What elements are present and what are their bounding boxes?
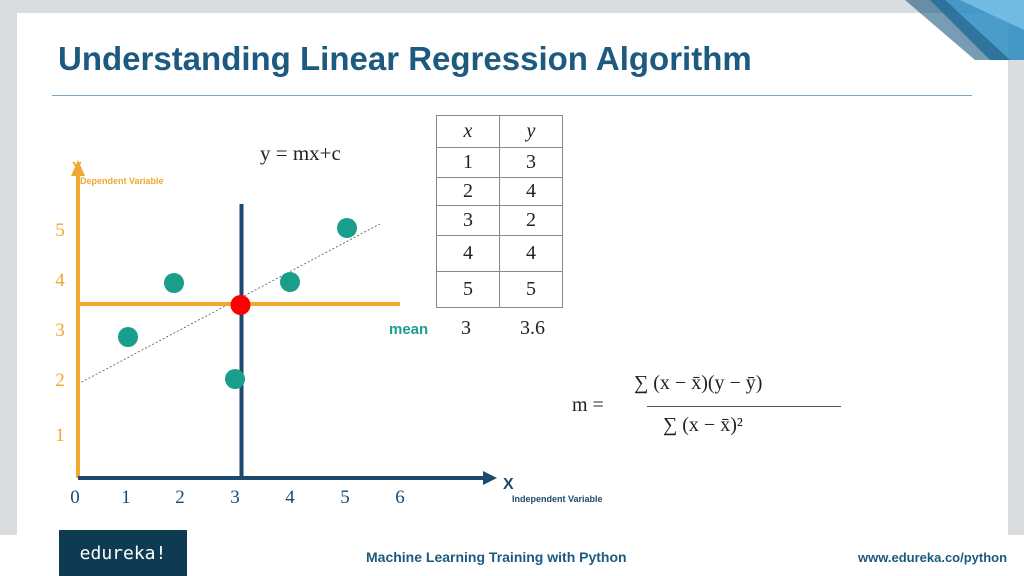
slide-title: Understanding Linear Regression Algorith… xyxy=(58,40,752,77)
table-cell: 4 xyxy=(499,235,563,272)
x-tick-label: 3 xyxy=(230,487,240,508)
y-tick-label: 1 xyxy=(55,425,65,446)
table-cell: 5 xyxy=(499,271,563,308)
corner-decoration xyxy=(905,0,1024,60)
data-table: x y 1 3 2 4 3 2 4 4 5 5 xyxy=(436,115,563,308)
y-axis-sublabel: Dependent Variable xyxy=(80,176,164,186)
table-row: 5 5 xyxy=(436,271,563,308)
mean-x-value: 3 xyxy=(461,317,471,339)
slope-denominator: ∑ (x − x̄)² xyxy=(663,414,743,436)
table-cell: 2 xyxy=(499,205,563,236)
linear-equation: y = mx+c xyxy=(260,141,341,165)
footer-url[interactable]: www.edureka.co/python xyxy=(858,550,1008,565)
edureka-logo: edureka! xyxy=(59,530,187,576)
x-tick-label: 5 xyxy=(340,487,350,508)
table-row: 4 4 xyxy=(436,235,563,272)
table-cell: 1 xyxy=(436,147,500,178)
data-point xyxy=(225,369,245,389)
x-tick-label: 2 xyxy=(175,487,185,508)
y-axis-arrow xyxy=(71,160,85,176)
table-header-row: x y xyxy=(436,115,563,148)
x-axis-sublabel: Independent Variable xyxy=(512,494,603,504)
footer-course-title: Machine Learning Training with Python xyxy=(366,549,627,565)
slope-numerator: ∑ (x − x̄)(y − ȳ) xyxy=(634,372,763,394)
data-point xyxy=(164,273,184,293)
fraction-bar xyxy=(647,406,841,407)
y-tick-label: 5 xyxy=(55,220,65,241)
table-cell: 3 xyxy=(499,147,563,178)
y-tick-label: 3 xyxy=(55,320,65,341)
data-point xyxy=(118,327,138,347)
table-cell: 5 xyxy=(436,271,500,308)
table-cell: 2 xyxy=(436,177,500,206)
table-row: 1 3 xyxy=(436,147,563,178)
y-tick-label: 2 xyxy=(55,370,65,391)
x-tick-label: 6 xyxy=(395,487,405,508)
table-header-y: y xyxy=(499,115,563,148)
table-cell: 4 xyxy=(499,177,563,206)
regression-line xyxy=(77,223,380,385)
data-point xyxy=(337,218,357,238)
x-axis-arrow xyxy=(483,471,497,485)
table-row: 2 4 xyxy=(436,177,563,206)
x-tick-label: 0 xyxy=(70,487,80,508)
x-axis-label: X xyxy=(503,476,514,493)
data-point xyxy=(280,272,300,292)
x-tick-label: 4 xyxy=(285,487,295,508)
title-divider xyxy=(52,95,972,96)
mean-y-value: 3.6 xyxy=(520,317,545,339)
y-tick-label: 4 xyxy=(55,270,65,291)
x-tick-label: 1 xyxy=(121,487,131,508)
table-cell: 3 xyxy=(436,205,500,236)
mean-point xyxy=(230,295,251,315)
y-axis-label: Y xyxy=(72,159,82,176)
mean-label: mean xyxy=(389,321,429,338)
table-row: 3 2 xyxy=(436,205,563,236)
table-cell: 4 xyxy=(436,235,500,272)
table-header-x: x xyxy=(436,115,500,148)
slope-label: m = xyxy=(572,394,604,416)
